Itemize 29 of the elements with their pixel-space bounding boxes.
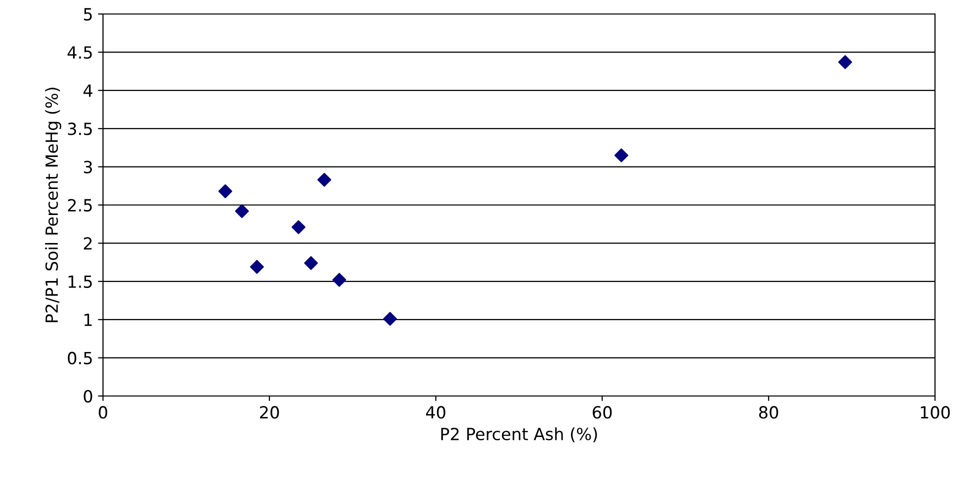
x-tick-label: 40 (426, 406, 446, 419)
point (304, 256, 318, 270)
point (838, 55, 852, 70)
x-tick-label: 0 (98, 406, 108, 419)
x-tick-label: 80 (759, 406, 778, 419)
y-tick-label: 5 (84, 8, 92, 21)
x-tick-label: 100 (920, 406, 950, 419)
point (332, 272, 346, 287)
point (250, 260, 264, 274)
point (235, 204, 249, 218)
y-tick-label: 1.5 (68, 276, 92, 288)
y-axis-title: P2/P1 Soil Percent MeHg (%) (45, 88, 62, 322)
y-tick-label: 3.5 (68, 122, 92, 136)
y-tick-label: 2.5 (68, 198, 92, 212)
y-tick-label: 3 (84, 160, 92, 174)
y-tick-label: 0 (84, 390, 92, 403)
x-axis-title: P2 Percent Ash (%) (441, 427, 597, 442)
point (292, 220, 306, 234)
point (317, 172, 332, 187)
point (218, 184, 232, 198)
point (383, 312, 397, 326)
x-tick-label: 20 (260, 406, 279, 419)
y-tick-label: 4 (83, 84, 92, 97)
y-tick-label: 4.5 (68, 46, 92, 59)
point (614, 148, 628, 162)
y-tick-label: 0.5 (68, 352, 92, 364)
y-tick-label: 2 (84, 237, 92, 250)
x-tick-label: 60 (592, 406, 612, 419)
y-tick-label: 1 (84, 314, 92, 326)
